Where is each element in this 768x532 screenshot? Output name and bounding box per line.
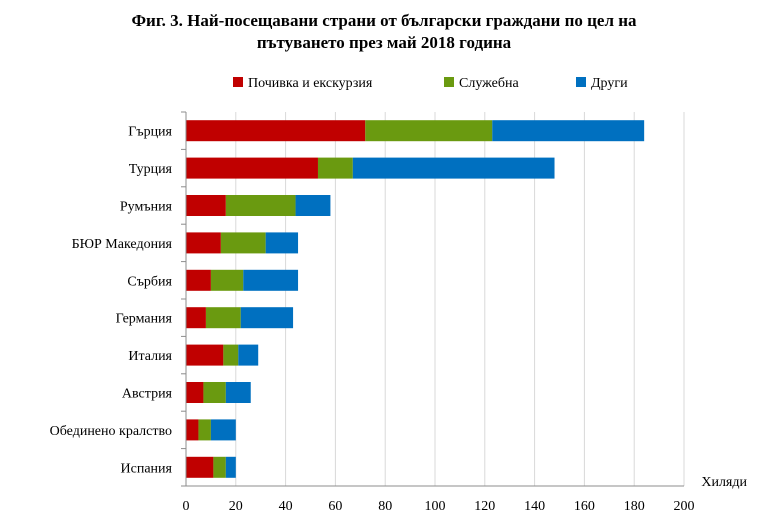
bar-segment-vacation [186,120,366,142]
bar-segment-other [225,382,251,403]
axis-labels: 0 20 40 60 80 100 120 140 160 180 200 Гърция Турция Р… [50,125,695,514]
bar-segment-other [210,419,236,441]
bar-segment-other [238,344,259,366]
chart-title-line-1: Фиг. 3. Най-посещавани страни от българс… [131,11,637,30]
category-label: Сърбия [127,274,172,289]
legend-item-vacation: Почивка и екскурзия [233,76,372,92]
bar-segment-vacation [186,419,199,441]
bar-segment-business [223,344,239,366]
bar-segment-other [240,307,294,329]
x-tick-label: 60 [328,499,342,514]
x-tick-label: 0 [183,499,190,514]
bar-segment-other [492,120,645,142]
x-tick-label: 20 [229,499,243,514]
category-label: Гърция [128,125,172,140]
bar-segment-business [203,382,226,403]
bar-segment-other [243,269,299,291]
category-label: Австрия [122,387,173,402]
bar-segment-other [225,456,236,478]
category-label: Турция [129,162,173,177]
category-label: Германия [116,312,173,327]
bar-segment-vacation [186,344,224,366]
category-label: Румъния [120,200,173,215]
bar-segment-vacation [186,269,211,291]
category-label: Обединено кралство [50,424,172,439]
bar-segment-business [225,195,296,216]
bar-segment-business [317,157,353,179]
legend-label-business: Служебна [459,76,519,91]
legend-item-business: Служебна [444,76,519,92]
bar-segment-other [295,195,331,216]
axes [181,111,684,487]
category-label: Италия [128,349,172,364]
category-label: БЮР Македония [72,237,173,252]
x-tick-label: 180 [624,499,645,514]
bar-segment-vacation [186,382,204,403]
bar-segment-vacation [186,307,206,329]
bar-segment-vacation [186,232,221,254]
x-tick-label: 200 [674,499,695,514]
x-tick-label: 120 [474,499,495,514]
bar-segment-business [205,307,241,329]
bar-segment-business [213,456,226,478]
x-tick-label: 100 [425,499,446,514]
x-axis-title: Хиляди [701,475,747,490]
bar-segment-vacation [186,157,318,179]
bar-segment-business [220,232,266,254]
legend-item-other: Други [576,76,628,92]
legend-label-other: Други [591,76,628,91]
bar-segment-business [210,269,244,291]
legend-label-vacation: Почивка и екскурзия [248,76,373,91]
bar-segment-business [198,419,211,441]
chart-title-line-2: пътуването през май 2018 година [256,33,512,52]
bar-segment-other [265,232,299,254]
x-tick-label: 80 [378,499,392,514]
chart-title: Фиг. 3. Най-посещавани страни от българс… [0,10,768,54]
chart-legend: Почивка и екскурзия Служебна Други [0,76,768,94]
x-tick-label: 160 [574,499,595,514]
x-tick-label: 140 [524,499,545,514]
bar-segment-other [352,157,555,179]
bar-segment-vacation [186,456,214,478]
legend-swatch-vacation [233,77,243,87]
bar-segment-vacation [186,195,226,216]
bar-segment-business [365,120,493,142]
bars [186,120,645,478]
category-label: Испания [121,461,173,476]
x-tick-label: 40 [279,499,293,514]
legend-swatch-business [444,77,454,87]
legend-swatch-other [576,77,586,87]
